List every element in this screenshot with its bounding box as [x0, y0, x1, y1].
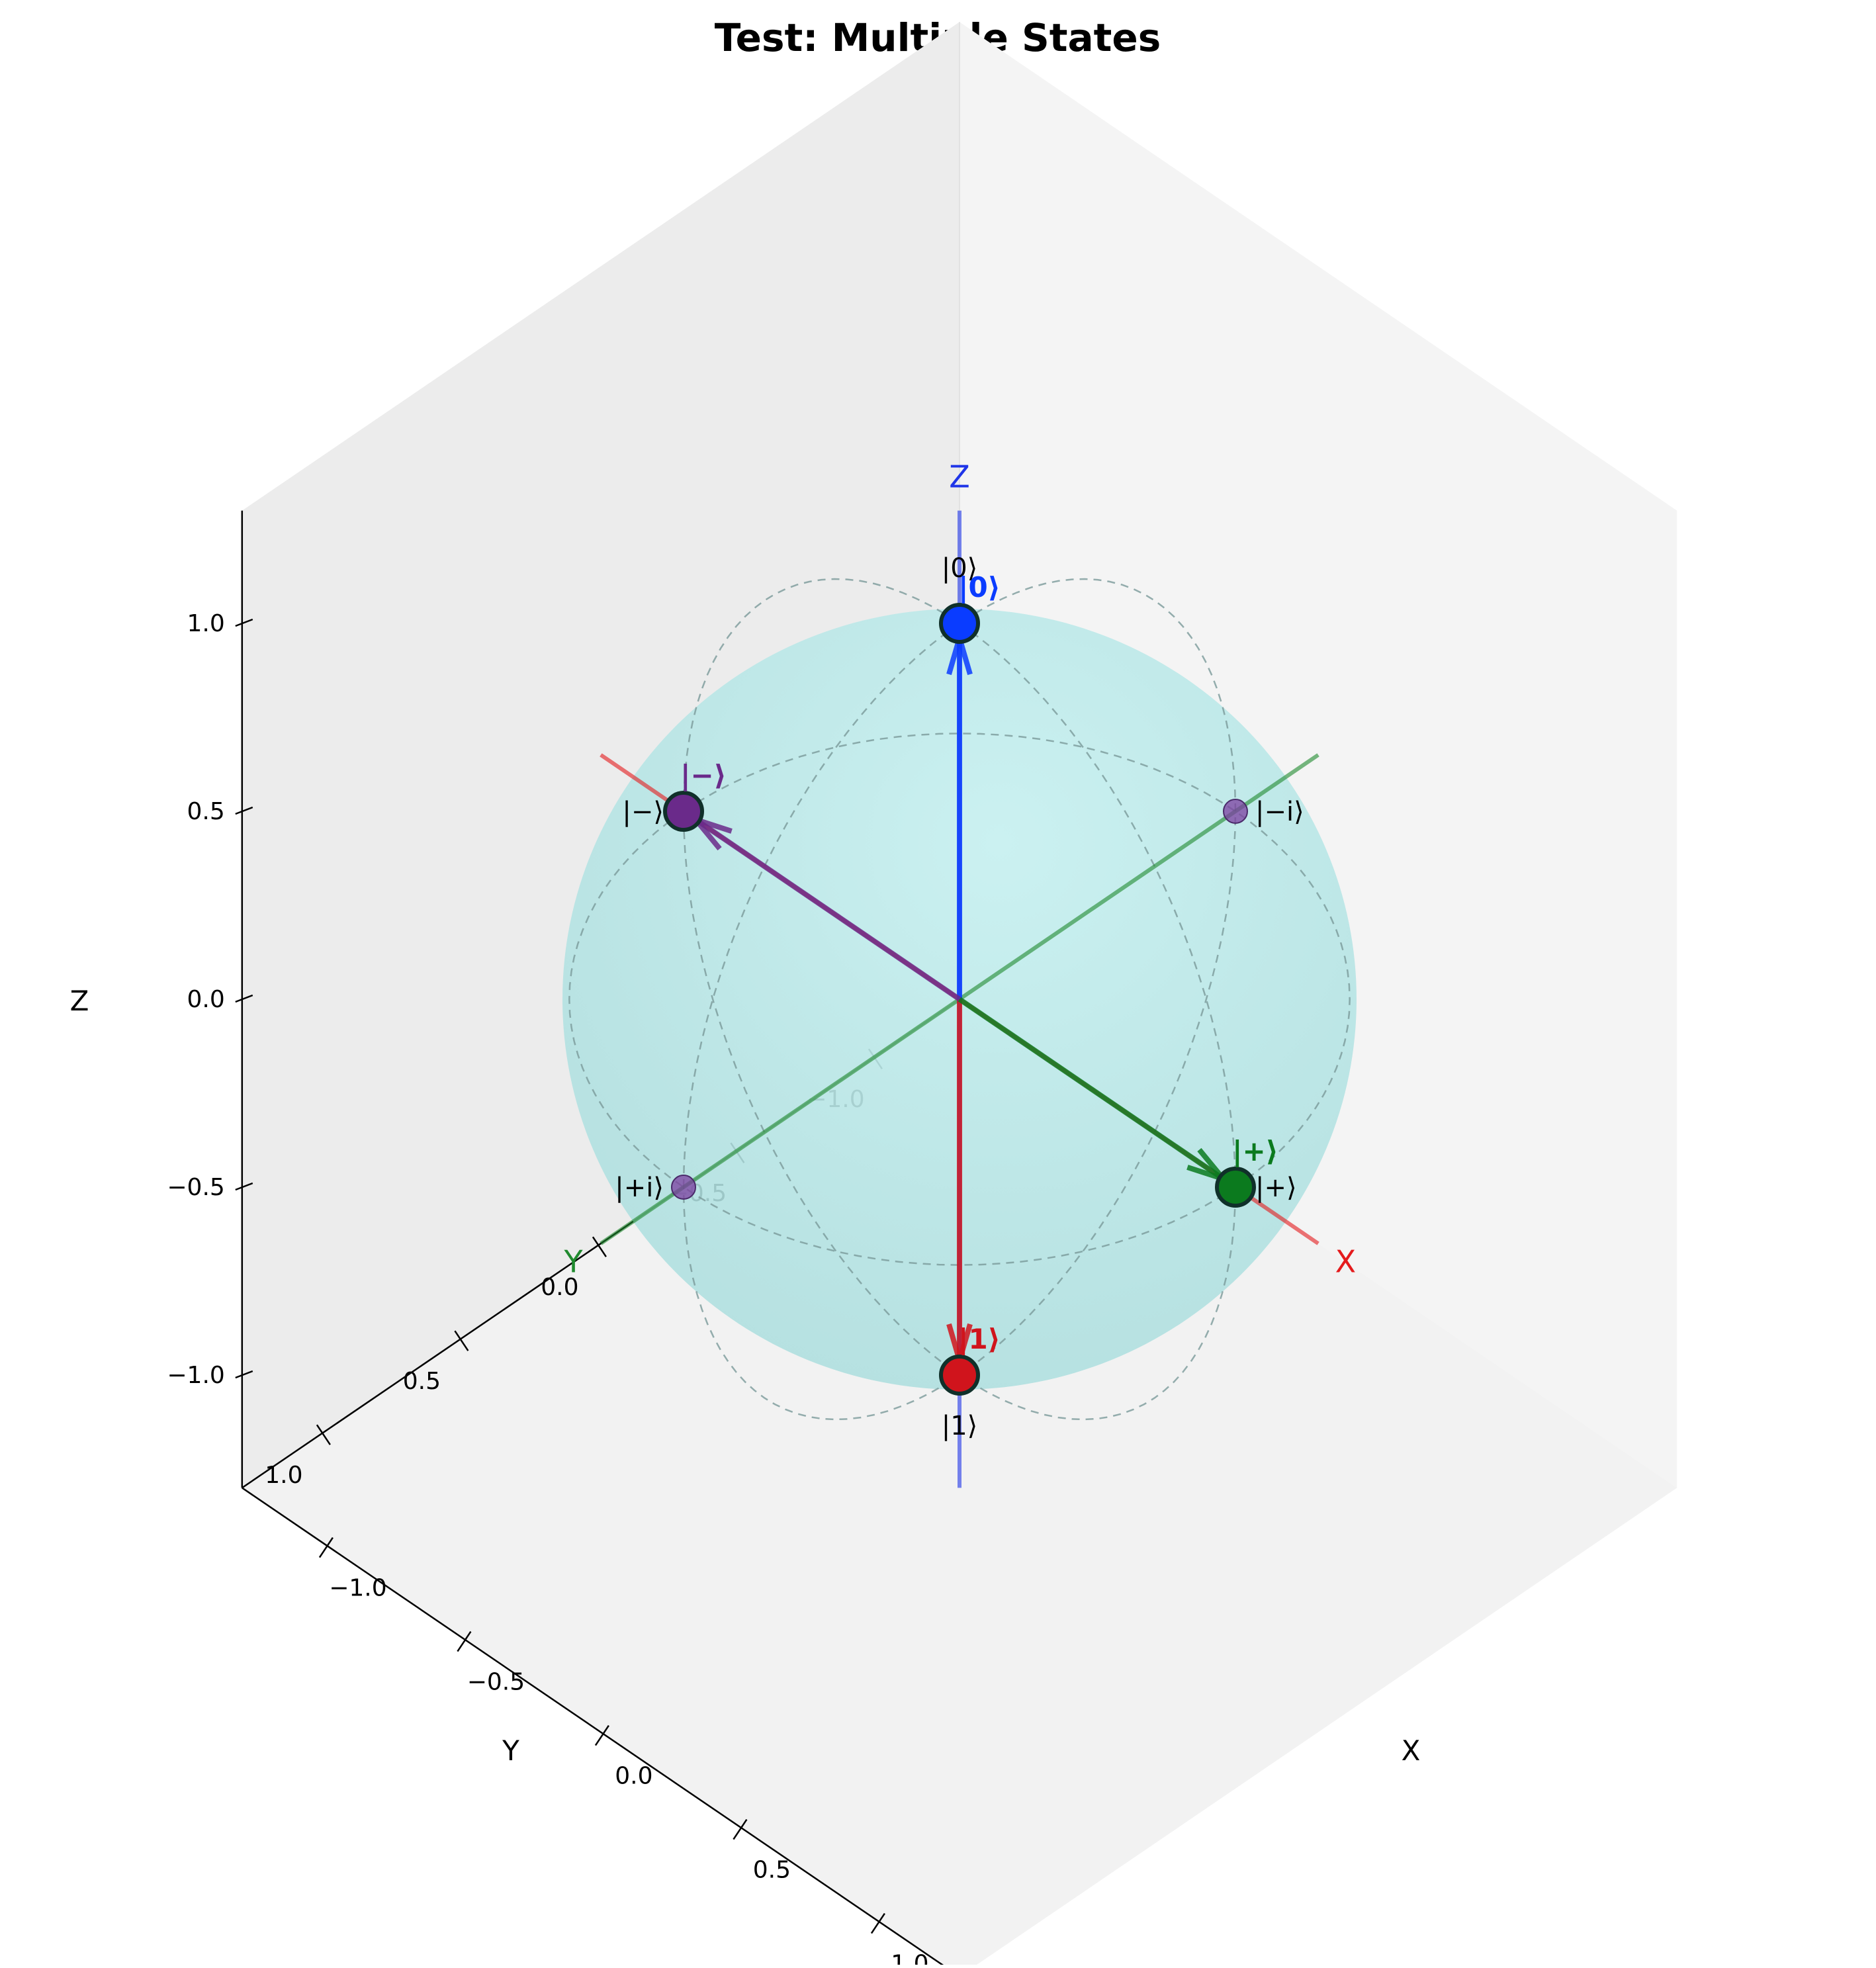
y-tick-mark [454, 1330, 469, 1351]
reference-marker [1223, 799, 1248, 824]
x-tick-label: −1.0 [329, 1575, 386, 1602]
reference-label: |1⟩ [942, 1411, 978, 1441]
y-tick-mark [316, 1424, 331, 1445]
z-tick-label: −0.5 [167, 1174, 224, 1201]
state-vector [693, 817, 961, 1002]
y-axis-title: Y [502, 1734, 519, 1767]
state-label: |0⟩ [958, 571, 1001, 604]
z-tick-mark [235, 1370, 253, 1379]
state-marker [939, 1355, 980, 1396]
reference-label: |+i⟩ [615, 1173, 664, 1203]
z-tick-mark [235, 618, 253, 627]
z-tick-label: 0.5 [187, 798, 225, 825]
x-tick-mark [870, 1912, 885, 1934]
x-tick-mark [318, 1537, 334, 1558]
reference-label: |−i⟩ [1255, 797, 1304, 827]
z-tick-label: −1.0 [167, 1362, 224, 1389]
y-tick-label: 1.0 [265, 1462, 302, 1489]
equator-circle [568, 733, 1351, 1266]
state-label: |+⟩ [1232, 1135, 1278, 1167]
reference-marker [671, 1175, 696, 1200]
x-axis-title: X [1402, 1734, 1421, 1767]
y-tick-mark [592, 1236, 607, 1257]
y-tick-label: 0.5 [403, 1368, 441, 1395]
z-tick-mark [235, 806, 253, 815]
x-tick-mark [457, 1631, 472, 1652]
reference-label: |−⟩ [622, 797, 664, 827]
x-tick-label: −0.5 [467, 1669, 525, 1696]
state-label: |−⟩ [680, 759, 727, 791]
state-marker [1215, 1167, 1256, 1208]
x-tick-label: 1.0 [891, 1951, 928, 1965]
x-tick-label: 0.5 [753, 1857, 791, 1884]
axis-line-label-y: Y [564, 1243, 584, 1279]
x-tick-label: 0.0 [615, 1763, 652, 1790]
z-tick-label: 1.0 [187, 610, 225, 637]
state-marker [939, 603, 980, 644]
x-axis-line [242, 1487, 949, 1968]
z-axis-title: Z [70, 985, 89, 1017]
z-tick-mark [235, 994, 253, 1003]
state-label: |1⟩ [958, 1323, 1001, 1355]
y-tick-label: 0.0 [541, 1274, 578, 1301]
x-tick-mark [733, 1818, 748, 1840]
axis-line-label-x: X [1335, 1243, 1357, 1279]
state-vectors: |0⟩ |1⟩ |+⟩ |−⟩ [663, 571, 1278, 1396]
reference-label: |+⟩ [1255, 1173, 1297, 1203]
state-marker [663, 791, 704, 832]
z-tick-label: 0.0 [187, 986, 225, 1013]
z-tick-mark [235, 1182, 253, 1191]
axis-line-label-z: Z [949, 459, 970, 495]
state-vector [958, 997, 1226, 1181]
x-tick-mark [594, 1724, 609, 1746]
reference-label: |0⟩ [942, 553, 978, 584]
